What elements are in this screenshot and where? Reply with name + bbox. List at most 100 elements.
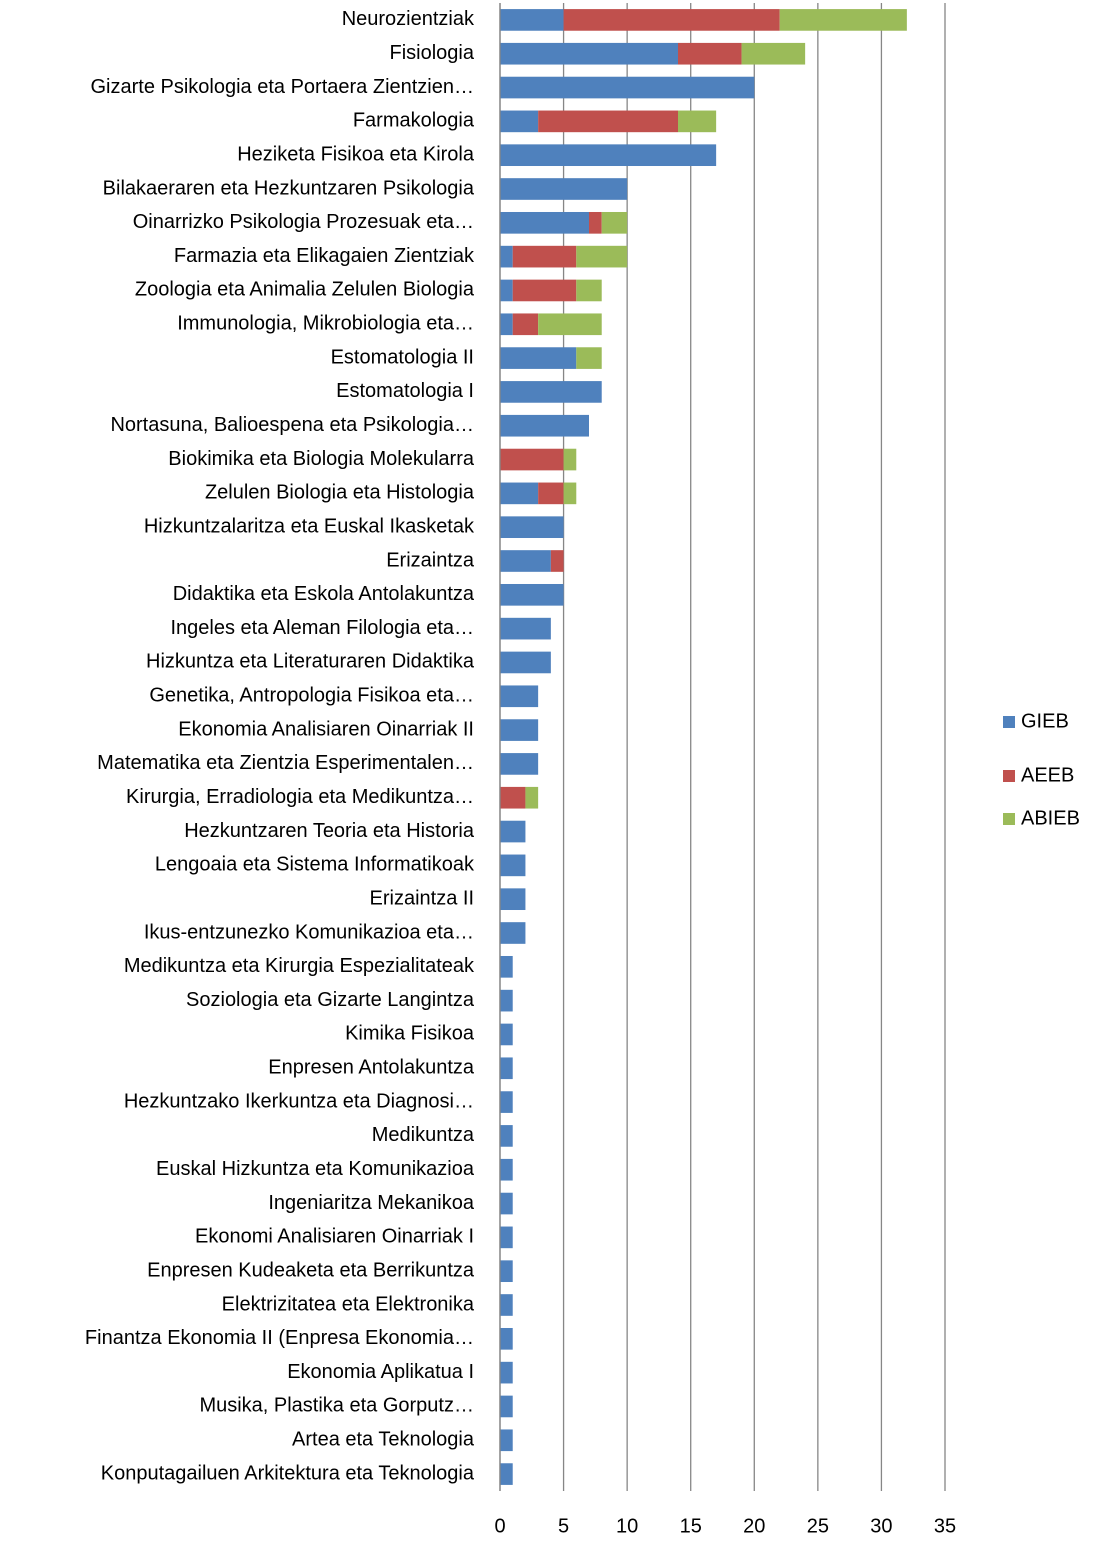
bar-segment — [500, 245, 513, 268]
y-tick-label: Nortasuna, Balioespena eta Psikologia… — [110, 414, 474, 436]
bar-segment — [500, 1463, 513, 1485]
y-tick-label: Finantza Ekonomia II (Enpresa Ekonomia… — [85, 1327, 474, 1349]
x-tick-label: 35 — [934, 1515, 956, 1537]
bar-segment — [500, 1395, 513, 1418]
y-tick-label: Konputagailuen Arkitektura eta Teknologi… — [101, 1462, 475, 1484]
bar-segment — [779, 9, 907, 31]
y-tick-label: Enpresen Kudeaketa eta Berrikuntza — [147, 1259, 475, 1281]
y-tick-label: Erizaintza — [386, 549, 475, 571]
bar-segment — [601, 211, 628, 234]
y-tick-label: Ingeniaritza Mekanikoa — [268, 1192, 475, 1214]
y-tick-label: Hezkuntzaren Teoria eta Historia — [184, 820, 475, 842]
legend-swatch — [1003, 813, 1015, 825]
bar-segment — [500, 651, 551, 674]
bar-segment — [500, 42, 678, 65]
y-tick-label: Oinarrizko Psikologia Prozesuak eta… — [133, 211, 474, 233]
bar-segment — [500, 9, 564, 31]
bar-segment — [500, 753, 539, 775]
bar-segment — [500, 786, 526, 809]
bar-segment — [500, 516, 564, 539]
y-tick-label: Immunologia, Mikrobiologia eta… — [177, 313, 474, 335]
bar-segment — [500, 110, 539, 133]
y-tick-label: Estomatologia I — [336, 380, 474, 402]
y-tick-label: Estomatologia II — [331, 346, 474, 368]
bar-segment — [500, 617, 551, 640]
bar-segment — [500, 1327, 513, 1350]
y-tick-label: Gizarte Psikologia eta Portaera Zientzie… — [90, 76, 474, 98]
bar-segment — [500, 1361, 513, 1384]
bar-segment — [500, 76, 755, 99]
y-tick-label: Neurozientziak — [342, 8, 475, 30]
y-tick-label: Enpresen Antolakuntza — [268, 1057, 475, 1079]
y-tick-label: Soziologia eta Gizarte Langintza — [186, 989, 475, 1011]
bar-segment — [500, 1226, 513, 1249]
y-tick-label: Elektrizitatea eta Elektronika — [222, 1293, 475, 1315]
y-tick-label: Euskal Hizkuntza eta Komunikazioa — [156, 1158, 475, 1180]
y-tick-label: Ingeles eta Aleman Filologia eta… — [170, 617, 474, 639]
legend-label: GIEB — [1021, 710, 1069, 732]
y-tick-label: Biokimika eta Biologia Molekularra — [168, 448, 475, 470]
y-tick-label: Lengoaia eta Sistema Informatikoak — [155, 854, 475, 876]
y-tick-label: Fisiologia — [390, 42, 475, 64]
bar-segment — [500, 1260, 513, 1283]
bar-segment — [500, 1057, 513, 1080]
bar-segment — [589, 211, 602, 234]
bar-segment — [678, 110, 717, 133]
y-tick-label: Medikuntza eta Kirurgia Espezialitateak — [124, 955, 475, 977]
y-tick-label: Medikuntza — [372, 1124, 475, 1146]
bar-segment — [538, 482, 564, 505]
legend-swatch — [1003, 716, 1015, 728]
bar-segment — [500, 1429, 513, 1452]
y-tick-label: Genetika, Antropologia Fisikoa eta… — [149, 685, 474, 707]
y-tick-label: Didaktika eta Eskola Antolakuntza — [173, 583, 475, 605]
x-tick-label: 5 — [558, 1515, 569, 1537]
bar-segment — [500, 1158, 513, 1181]
bar-segment — [500, 1091, 513, 1113]
bar-segment — [512, 313, 539, 336]
bar-segment — [500, 448, 564, 471]
bar-segment — [500, 414, 589, 437]
bar-segment — [576, 245, 628, 268]
x-tick-label: 25 — [807, 1515, 829, 1537]
bar-segment — [500, 583, 564, 606]
bar-segment — [500, 685, 539, 708]
bar-segment — [500, 854, 526, 877]
y-tick-label: Hizkuntza eta Literaturaren Didaktika — [146, 651, 475, 673]
legend-label: AEEB — [1021, 764, 1074, 786]
bar-segment — [500, 482, 539, 505]
y-tick-label: Zoologia eta Animalia Zelulen Biologia — [135, 279, 475, 301]
bar-segment — [500, 888, 526, 911]
bar-segment — [576, 279, 602, 302]
bar-segment — [512, 279, 577, 302]
bar-segment — [500, 1192, 513, 1215]
y-tick-label: Farmakologia — [353, 110, 475, 132]
bar-segment — [741, 42, 806, 65]
y-tick-label: Ekonomi Analisiaren Oinarriak I — [195, 1226, 474, 1248]
bar-segment — [500, 1294, 513, 1316]
bar-segment — [576, 347, 602, 369]
y-tick-label: Heziketa Fisikoa eta Kirola — [237, 143, 475, 165]
y-tick-label: Erizaintza II — [370, 887, 474, 909]
bar-segment — [500, 1023, 513, 1046]
bar-segment — [500, 313, 513, 336]
bar-segment — [500, 381, 602, 403]
x-tick-label: 0 — [494, 1515, 505, 1537]
bar-segment — [525, 786, 539, 809]
y-tick-label: Kimika Fisikoa — [345, 1023, 475, 1045]
bar-segment — [563, 482, 577, 505]
bar-segment — [563, 448, 577, 471]
bar-segment — [500, 178, 628, 200]
x-tick-label: 20 — [743, 1515, 765, 1537]
y-tick-label: Musika, Plastika eta Gorputz… — [199, 1395, 474, 1417]
bar-segment — [500, 922, 526, 944]
bar-segment — [500, 550, 551, 572]
y-tick-label: Matematika eta Zientzia Esperimentalen… — [97, 752, 474, 774]
legend-swatch — [1003, 770, 1015, 782]
bar-segment — [500, 211, 589, 234]
bar-segment — [500, 989, 513, 1012]
bar-segment — [550, 550, 564, 572]
y-tick-label: Hezkuntzako Ikerkuntza eta Diagnosi… — [124, 1090, 474, 1112]
legend-label: ABIEB — [1021, 807, 1080, 829]
y-tick-label: Bilakaeraren eta Hezkuntzaren Psikologia — [103, 177, 475, 199]
